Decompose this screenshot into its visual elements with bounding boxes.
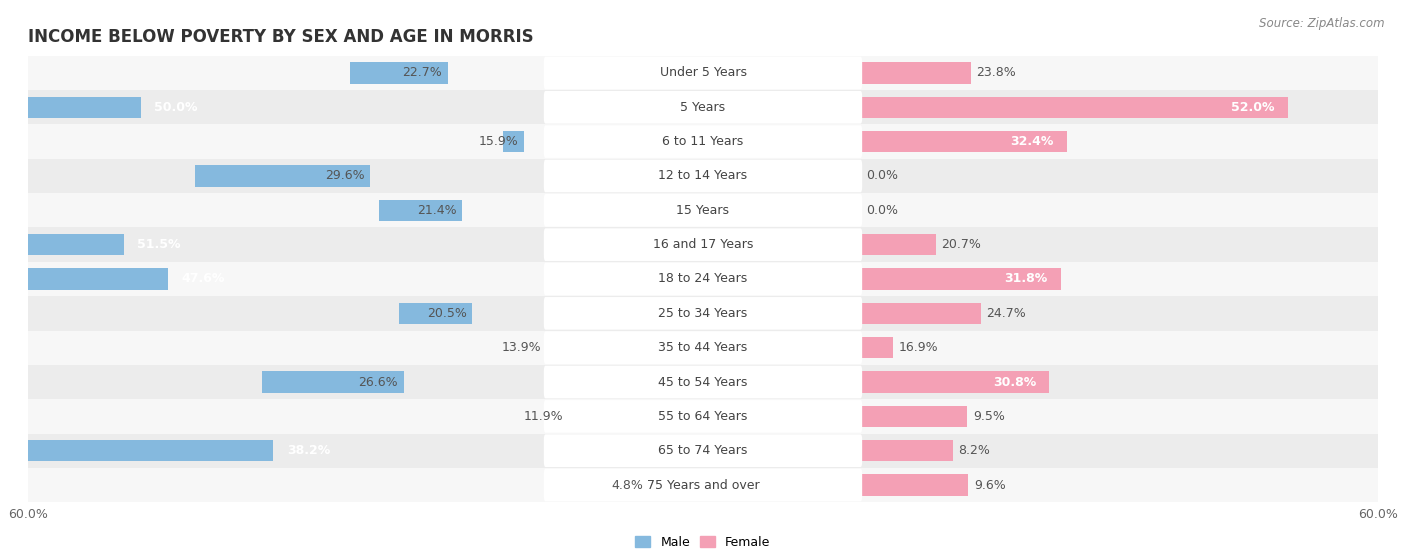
- Bar: [28, 365, 1378, 399]
- Text: INCOME BELOW POVERTY BY SEX AND AGE IN MORRIS: INCOME BELOW POVERTY BY SEX AND AGE IN M…: [28, 28, 534, 46]
- Text: 12 to 14 Years: 12 to 14 Years: [658, 170, 748, 182]
- Text: 16 and 17 Years: 16 and 17 Years: [652, 238, 754, 251]
- Bar: [28, 330, 1378, 365]
- Text: 21.4%: 21.4%: [418, 204, 457, 217]
- Text: 29.6%: 29.6%: [325, 170, 364, 182]
- Text: 30.8%: 30.8%: [993, 376, 1036, 388]
- Bar: [860, 337, 893, 358]
- Bar: [28, 193, 1378, 228]
- FancyBboxPatch shape: [544, 91, 862, 124]
- Bar: [350, 62, 447, 84]
- Text: 20.7%: 20.7%: [942, 238, 981, 251]
- Text: 51.5%: 51.5%: [138, 238, 181, 251]
- Bar: [0, 234, 124, 256]
- Text: Under 5 Years: Under 5 Years: [659, 66, 747, 79]
- Text: 24.7%: 24.7%: [987, 307, 1026, 320]
- Bar: [860, 268, 1060, 290]
- FancyBboxPatch shape: [544, 194, 862, 227]
- FancyBboxPatch shape: [544, 297, 862, 330]
- Bar: [860, 440, 953, 461]
- Text: 5 Years: 5 Years: [681, 101, 725, 114]
- Bar: [860, 131, 1067, 152]
- Bar: [28, 262, 1378, 296]
- Text: 35 to 44 Years: 35 to 44 Years: [658, 341, 748, 354]
- Text: 31.8%: 31.8%: [1004, 272, 1047, 286]
- Text: 6 to 11 Years: 6 to 11 Years: [662, 135, 744, 148]
- Bar: [28, 159, 1378, 193]
- Text: 47.6%: 47.6%: [181, 272, 225, 286]
- FancyBboxPatch shape: [544, 228, 862, 261]
- Bar: [28, 296, 1378, 330]
- Bar: [262, 372, 404, 393]
- Text: 11.9%: 11.9%: [524, 410, 564, 423]
- FancyBboxPatch shape: [544, 469, 862, 501]
- Text: 8.2%: 8.2%: [959, 444, 990, 457]
- Text: 22.7%: 22.7%: [402, 66, 441, 79]
- Bar: [860, 97, 1288, 118]
- Bar: [28, 90, 1378, 124]
- Bar: [860, 62, 970, 84]
- Text: 9.6%: 9.6%: [974, 479, 1005, 492]
- Bar: [399, 302, 472, 324]
- FancyBboxPatch shape: [544, 263, 862, 295]
- Text: 15.9%: 15.9%: [479, 135, 519, 148]
- Bar: [503, 131, 524, 152]
- Bar: [860, 234, 936, 256]
- Text: Source: ZipAtlas.com: Source: ZipAtlas.com: [1260, 17, 1385, 30]
- Text: 65 to 74 Years: 65 to 74 Years: [658, 444, 748, 457]
- Text: 20.5%: 20.5%: [427, 307, 467, 320]
- Text: 0.0%: 0.0%: [866, 204, 898, 217]
- Text: 23.8%: 23.8%: [976, 66, 1017, 79]
- Text: 4.8%: 4.8%: [612, 479, 644, 492]
- Bar: [194, 165, 370, 186]
- FancyBboxPatch shape: [544, 331, 862, 364]
- Bar: [28, 399, 1378, 434]
- Text: 45 to 54 Years: 45 to 54 Years: [658, 376, 748, 388]
- Bar: [28, 434, 1378, 468]
- Text: 16.9%: 16.9%: [898, 341, 938, 354]
- Text: 50.0%: 50.0%: [155, 101, 198, 114]
- Bar: [0, 97, 141, 118]
- FancyBboxPatch shape: [544, 57, 862, 89]
- Text: 0.0%: 0.0%: [866, 170, 898, 182]
- FancyBboxPatch shape: [544, 365, 862, 398]
- Text: 25 to 34 Years: 25 to 34 Years: [658, 307, 748, 320]
- Text: 15 Years: 15 Years: [676, 204, 730, 217]
- FancyBboxPatch shape: [544, 400, 862, 432]
- Text: 18 to 24 Years: 18 to 24 Years: [658, 272, 748, 286]
- FancyBboxPatch shape: [544, 126, 862, 158]
- Bar: [28, 124, 1378, 159]
- Bar: [380, 200, 463, 221]
- Text: 26.6%: 26.6%: [359, 376, 398, 388]
- FancyBboxPatch shape: [544, 160, 862, 193]
- Text: 52.0%: 52.0%: [1230, 101, 1274, 114]
- Bar: [28, 468, 1378, 502]
- Bar: [860, 372, 1049, 393]
- Bar: [860, 406, 967, 427]
- Bar: [860, 474, 969, 496]
- Text: 32.4%: 32.4%: [1011, 135, 1054, 148]
- Bar: [28, 56, 1378, 90]
- Bar: [28, 228, 1378, 262]
- Text: 38.2%: 38.2%: [287, 444, 330, 457]
- Text: 13.9%: 13.9%: [502, 341, 541, 354]
- Text: 55 to 64 Years: 55 to 64 Years: [658, 410, 748, 423]
- FancyBboxPatch shape: [544, 434, 862, 467]
- Bar: [1, 440, 273, 461]
- Bar: [860, 302, 981, 324]
- Text: 9.5%: 9.5%: [973, 410, 1005, 423]
- Legend: Male, Female: Male, Female: [630, 531, 776, 554]
- Bar: [0, 268, 167, 290]
- Text: 75 Years and over: 75 Years and over: [647, 479, 759, 492]
